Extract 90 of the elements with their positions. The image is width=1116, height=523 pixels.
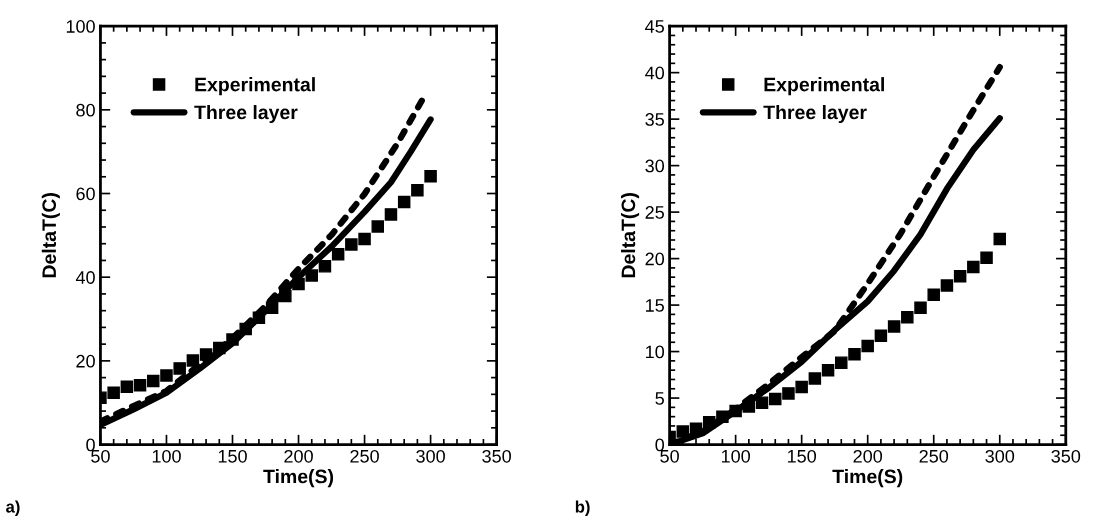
point — [782, 387, 795, 400]
point — [768, 392, 782, 406]
point — [147, 374, 160, 388]
legend-label: Experimental — [764, 77, 884, 96]
x-tick-label: 100 — [721, 449, 750, 463]
point — [953, 270, 967, 283]
point — [993, 232, 1007, 246]
point — [411, 183, 424, 197]
point — [967, 260, 980, 274]
y-tick-label: 0 — [655, 438, 665, 452]
y-tick-label: 40 — [75, 271, 95, 284]
y-axis-title: DeltaT(C) — [620, 193, 640, 278]
x-tick-label: 50 — [91, 449, 110, 463]
point — [173, 362, 186, 375]
point — [689, 422, 703, 435]
point — [716, 410, 729, 423]
point — [848, 348, 861, 361]
point — [279, 289, 292, 303]
y-tick-label: 10 — [646, 345, 665, 359]
legend-label: Three layer — [194, 104, 298, 124]
x-tick-label: 300 — [416, 449, 445, 463]
point — [808, 372, 822, 385]
point — [226, 333, 239, 346]
y-tick-label: 5 — [655, 392, 664, 405]
point — [821, 363, 835, 377]
legend-label: Experimental — [195, 77, 315, 96]
point — [318, 260, 332, 273]
point — [927, 288, 940, 302]
point — [331, 247, 345, 261]
y-tick-label: 20 — [645, 252, 665, 266]
point — [861, 339, 874, 353]
y-tick-label: 25 — [645, 206, 664, 219]
x-tick-label: 300 — [985, 449, 1015, 463]
point — [133, 378, 147, 392]
point — [239, 322, 252, 336]
point — [252, 311, 266, 325]
point — [160, 369, 173, 382]
x-tick-label: 350 — [1051, 449, 1081, 463]
y-tick-label: 80 — [76, 103, 95, 117]
point — [199, 348, 213, 361]
point — [186, 354, 200, 367]
point — [213, 341, 226, 355]
point — [702, 415, 716, 429]
point — [835, 356, 848, 369]
point — [345, 238, 358, 251]
point — [914, 301, 927, 315]
y-tick-label: 20 — [76, 354, 95, 368]
x-axis-title: Time(S) — [263, 469, 334, 488]
y-tick-label: 30 — [645, 159, 665, 173]
legend-label: Three layer — [763, 104, 867, 124]
point — [120, 380, 134, 394]
point — [901, 310, 914, 324]
y-tick-label: 15 — [646, 299, 664, 312]
y-tick-label: 35 — [645, 113, 664, 126]
x-tick-label: 50 — [660, 449, 679, 463]
point — [384, 208, 398, 221]
point — [424, 170, 437, 183]
point — [305, 269, 318, 282]
point — [371, 220, 385, 233]
x-tick-label: 200 — [853, 449, 883, 463]
y-tick-label: 45 — [645, 20, 664, 33]
point — [874, 329, 888, 343]
point — [292, 277, 305, 291]
point — [729, 404, 742, 418]
x-tick-label: 200 — [284, 449, 313, 463]
point — [358, 232, 371, 246]
point — [107, 386, 120, 399]
x-tick-label: 150 — [218, 449, 247, 463]
x-axis-title: Time(S) — [832, 469, 903, 488]
point — [980, 251, 993, 264]
text: b) — [575, 500, 590, 516]
point — [795, 380, 808, 394]
point — [265, 301, 279, 314]
point — [887, 320, 901, 333]
text: a) — [6, 500, 20, 516]
y-tick-label: 60 — [76, 187, 95, 201]
x-tick-label: 350 — [482, 449, 511, 463]
point — [397, 195, 411, 209]
point — [676, 425, 690, 438]
x-tick-label: 250 — [919, 449, 949, 463]
point — [742, 400, 756, 413]
y-tick-label: 40 — [645, 66, 665, 80]
x-tick-label: 250 — [350, 449, 379, 463]
point — [755, 396, 769, 409]
y-tick-label: 100 — [66, 20, 95, 33]
x-tick-label: 100 — [152, 449, 181, 463]
x-tick-label: 150 — [787, 449, 817, 463]
y-axis-title: DeltaT(C) — [41, 193, 60, 278]
y-tick-label: 0 — [86, 438, 95, 452]
point — [940, 279, 954, 292]
